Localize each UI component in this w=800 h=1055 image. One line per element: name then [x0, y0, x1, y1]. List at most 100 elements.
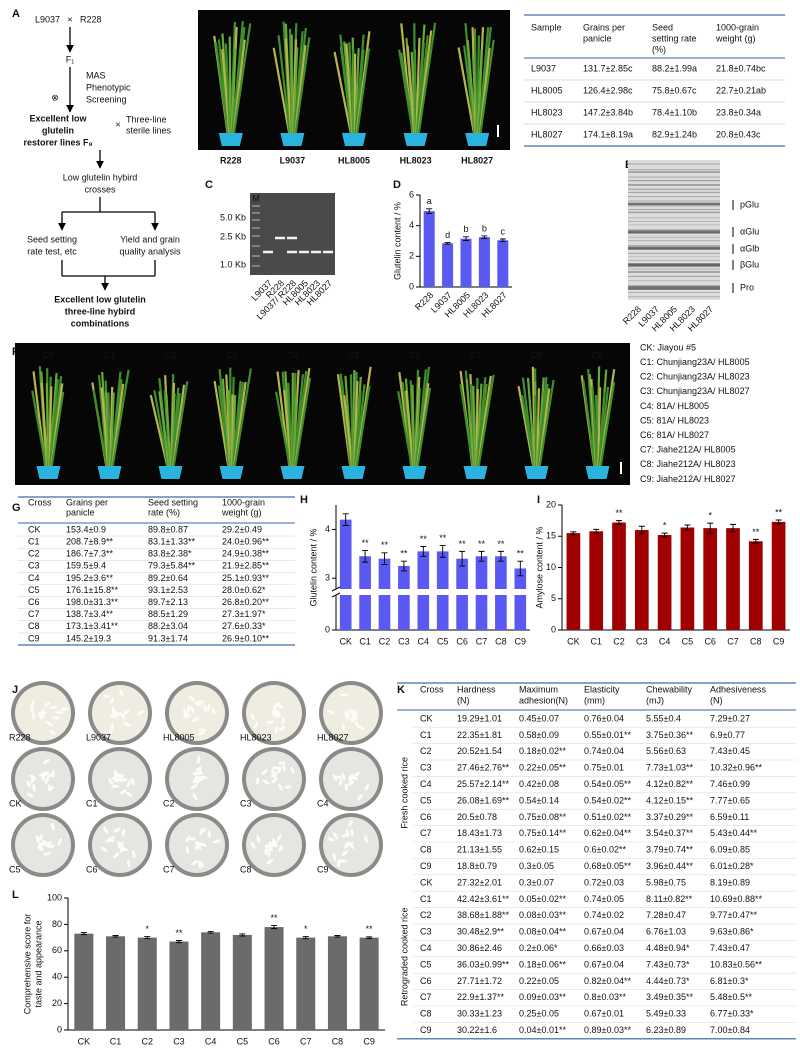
- table-cell: 18.8±0.79: [457, 861, 497, 871]
- plant-leaf: [292, 393, 298, 467]
- plant-leaf: [355, 385, 371, 467]
- plant-leaf: [153, 390, 169, 467]
- plant-leaf: [230, 48, 237, 134]
- table-cell: 145.2±19.3: [66, 633, 111, 643]
- table-header: Seed setting: [148, 497, 198, 507]
- rice-grain: [30, 699, 36, 707]
- table-cell: 89.8±0.87: [148, 524, 188, 534]
- x-tick-label: C2: [141, 1036, 153, 1046]
- table-cell: C6: [28, 597, 40, 607]
- table-cell: 7.73±1.03**: [646, 763, 693, 773]
- rice-grain: [60, 707, 69, 711]
- table-cell: 0.54±0.14: [519, 795, 559, 805]
- error-bar: [478, 550, 485, 562]
- table-cell: 7.46±0.99: [710, 779, 750, 789]
- bar: [703, 528, 718, 630]
- table-cell: 0.25±0.05: [519, 1009, 559, 1019]
- plant-label: C5: [348, 350, 360, 360]
- rice-grain: [341, 723, 346, 732]
- table-cell: 0.58±0.09: [519, 730, 559, 740]
- table-cell: 5.48±0.5**: [710, 992, 752, 1002]
- plant-leaf: [109, 392, 115, 467]
- rice-grain: [29, 774, 37, 780]
- flow-text: Excellent low glutelin: [54, 294, 146, 304]
- table-cell: 7.77±0.65: [710, 795, 750, 805]
- rice-grain: [277, 783, 283, 791]
- bar: [106, 936, 126, 1030]
- table-cell: C4: [420, 779, 432, 789]
- table-cell: 7.28±0.47: [646, 910, 686, 920]
- rice-grain: [55, 710, 64, 715]
- plant-leaf: [356, 48, 371, 134]
- rice-grain: [261, 769, 268, 776]
- panel-letter: J: [12, 684, 18, 696]
- rice-grain: [103, 826, 109, 834]
- key-entry: CK: Jiayou #5: [640, 342, 696, 352]
- table-cell: 0.68±0.05**: [584, 861, 631, 871]
- rice-grain: [327, 709, 335, 715]
- bar: [398, 566, 410, 630]
- dish-rice: [323, 685, 379, 741]
- rice-grain: [38, 834, 44, 842]
- plant-label: C9: [592, 350, 604, 360]
- x-tick-label: C4: [659, 636, 671, 646]
- rice-grain: [346, 709, 355, 713]
- error-bar: [207, 931, 214, 934]
- x-tick-label: C2: [379, 636, 391, 646]
- plant-leaf: [404, 390, 415, 467]
- table-cell: 173.1±3.41**: [66, 621, 118, 631]
- table-cell: HL8005: [531, 85, 563, 95]
- gel-size: 1.0 Kb: [220, 259, 246, 269]
- rice-grain: [340, 693, 349, 697]
- rice-grain: [213, 839, 221, 844]
- table-header: Cross: [28, 497, 52, 507]
- error-bar: [497, 550, 504, 562]
- significance: **: [775, 507, 783, 517]
- x-tick-label: C8: [750, 636, 762, 646]
- rice-grain: [45, 841, 52, 847]
- table-cell: C3: [420, 927, 432, 937]
- table-cell: 3.96±0.44**: [646, 861, 693, 871]
- x-tick-label: C9: [773, 636, 785, 646]
- plant-leaf: [411, 384, 416, 467]
- rice-grain: [267, 848, 271, 857]
- flow-text: ⊗: [51, 92, 59, 102]
- error-bar: [439, 545, 446, 558]
- bar: [726, 528, 740, 630]
- table-cell: 26.9±0.10**: [222, 633, 269, 643]
- rice-grain: [345, 829, 350, 837]
- table-cell: 5.56±0.63: [646, 746, 686, 756]
- plant-label: C8: [531, 350, 543, 360]
- rice-grain: [196, 700, 205, 704]
- table-header: weight (g): [221, 507, 262, 517]
- table-cell: 0.72±0.03: [584, 877, 624, 887]
- rice-grain: [194, 701, 202, 707]
- rice-grain: [195, 766, 202, 773]
- x-tick-label: CK: [567, 636, 580, 646]
- table-cell: 4.44±0.73*: [646, 976, 690, 986]
- table-cell: 7.43±0.47: [710, 943, 750, 953]
- break-mark: [331, 586, 341, 592]
- rice-grain: [108, 778, 114, 786]
- plant-label: R228: [220, 155, 242, 165]
- rice-grain: [196, 755, 201, 764]
- table-header: Elasticity: [584, 684, 620, 694]
- rice-grain: [250, 841, 256, 849]
- plant-leaf: [92, 389, 108, 467]
- y-tick-label: 2: [409, 251, 414, 261]
- rice-grain: [344, 841, 349, 849]
- table-cell: 28.0±0.62*: [222, 585, 266, 595]
- flow-text: Seed setting: [27, 234, 77, 244]
- table-cell: C7: [28, 609, 40, 619]
- rice-grain: [102, 694, 111, 698]
- panel-letter: D: [393, 179, 401, 191]
- x-tick-label: C5: [682, 636, 694, 646]
- rice-grain: [196, 843, 202, 851]
- table-cell: 0.08±0.04**: [519, 927, 566, 937]
- dish-label: C7: [163, 864, 175, 874]
- table-cell: 23.8±0.34a: [716, 107, 761, 117]
- rice-grain: [347, 820, 353, 828]
- band-label: βGlu: [740, 259, 759, 269]
- key-entry: C9: Jiahe212A/ HL8027: [640, 474, 736, 484]
